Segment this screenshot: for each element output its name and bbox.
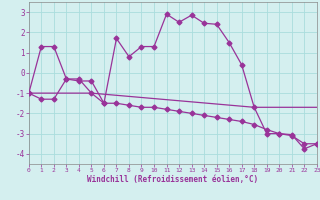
X-axis label: Windchill (Refroidissement éolien,°C): Windchill (Refroidissement éolien,°C) <box>87 175 258 184</box>
